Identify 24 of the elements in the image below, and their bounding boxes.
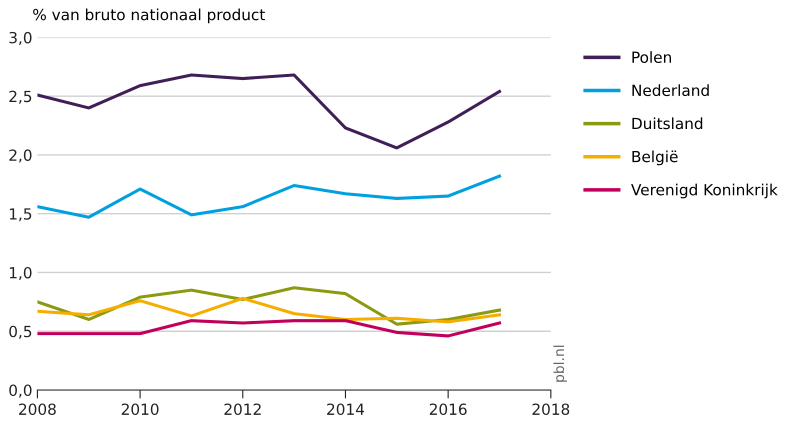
x-tick-label: 2010 [122, 403, 159, 416]
y-tick-label: 2,5 [9, 90, 32, 104]
legend-label: Nederland [632, 84, 709, 96]
line-series [37, 296, 502, 324]
legend-label: Verenigd Koninkrijk [631, 184, 778, 198]
x-tick-label: 2008 [19, 403, 56, 416]
y-tick-label: 0,0 [9, 384, 32, 398]
y-tick-label: 3,0 [9, 32, 32, 45]
y-tick-label: 1,0 [10, 266, 32, 280]
x-tick-label: 2016 [430, 403, 467, 416]
y-tick-label: 0,5 [9, 326, 32, 339]
legend-label: Duitsland [632, 117, 702, 130]
y-tick-label: 2,0 [9, 149, 32, 163]
line-series [37, 174, 502, 219]
legend-label: België [632, 150, 678, 166]
x-tick-label: 2012 [224, 403, 261, 416]
y-tick-label: 1,5 [10, 208, 32, 222]
y-axis-title: % van bruto nationaal product [33, 8, 265, 24]
x-tick-label: 2018 [532, 403, 570, 416]
text: pbl.nl [553, 346, 567, 382]
line-series [37, 73, 502, 150]
x-tick-label: 2014 [327, 403, 364, 416]
line-series [37, 319, 502, 338]
legend-label: Polen [632, 51, 671, 63]
